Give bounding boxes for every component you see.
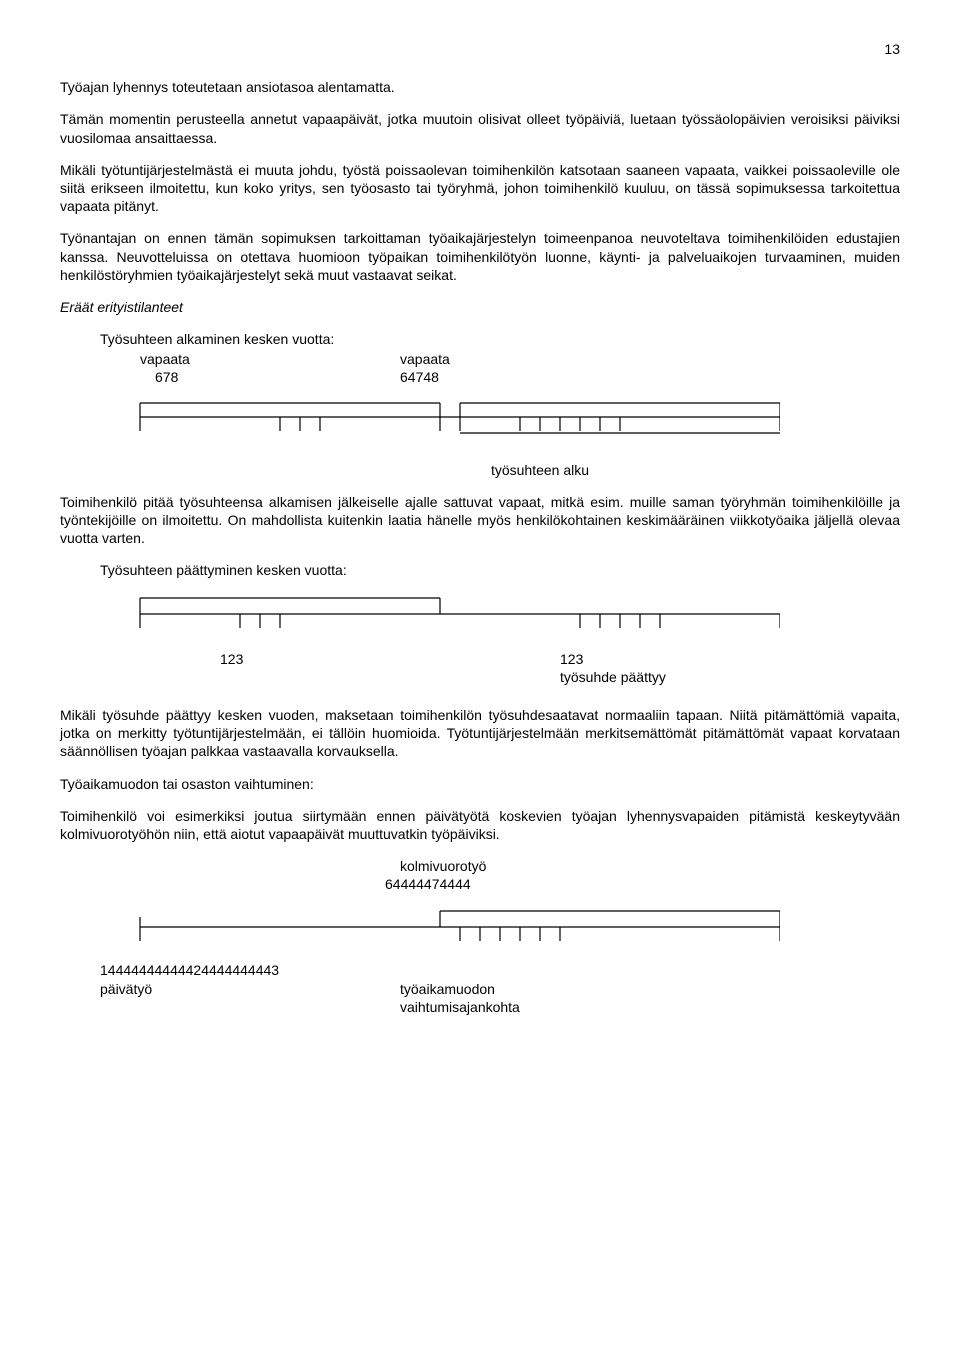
label: vapaata xyxy=(140,350,400,368)
diagram-caption: työsuhde päättyy xyxy=(140,668,900,686)
diagram-caption: vaihtumisajankohta xyxy=(100,998,900,1016)
sub-heading: Työaikamuodon tai osaston vaihtuminen: xyxy=(60,775,900,793)
diagram-numbers: 123 123 xyxy=(140,650,900,668)
sub-heading: Työsuhteen alkaminen kesken vuotta: xyxy=(100,330,900,348)
label: 678 xyxy=(140,368,400,386)
label: 123 xyxy=(560,650,583,668)
label: vaihtumisajankohta xyxy=(400,998,520,1016)
diagram-numbers: 64444474444 xyxy=(140,875,900,893)
label: 14444444444424444444443 xyxy=(100,961,400,979)
diagram-labels: kolmivuorotyö xyxy=(140,857,900,875)
label: työsuhde päättyy xyxy=(560,668,666,686)
paragraph: Mikäli työtuntijärjestelmästä ei muuta j… xyxy=(60,161,900,216)
diagram-numbers: 14444444444424444444443 xyxy=(100,961,900,979)
timeline-diagram-change xyxy=(100,903,900,953)
paragraph: Työajan lyhennys toteutetaan ansiotasoa … xyxy=(60,78,900,96)
paragraph: Toimihenkilö pitää työsuhteensa alkamise… xyxy=(60,493,900,548)
diagram-caption: työsuhteen alku xyxy=(60,461,900,479)
paragraph: Työnantajan on ennen tämän sopimuksen ta… xyxy=(60,229,900,284)
paragraph: Mikäli työsuhde päättyy kesken vuoden, m… xyxy=(60,706,900,761)
sub-heading: Työsuhteen päättyminen kesken vuotta: xyxy=(100,561,900,579)
timeline-diagram-end xyxy=(100,590,900,640)
label: työaikamuodon xyxy=(400,980,495,998)
label: kolmivuorotyö xyxy=(400,857,486,875)
page-number: 13 xyxy=(60,40,900,58)
diagram-numbers: 678 64748 xyxy=(140,368,900,386)
label: vapaata xyxy=(400,350,450,368)
diagram-caption: päivätyö työaikamuodon xyxy=(100,980,900,998)
diagram-labels: vapaata vapaata xyxy=(140,350,900,368)
paragraph: Tämän momentin perusteella annetut vapaa… xyxy=(60,110,900,146)
label: 123 xyxy=(140,650,560,668)
label: päivätyö xyxy=(100,980,400,998)
label: 64444474444 xyxy=(385,875,471,893)
paragraph: Toimihenkilö voi esimerkiksi joutua siir… xyxy=(60,807,900,843)
label: 64748 xyxy=(400,368,439,386)
timeline-diagram-start xyxy=(100,397,900,447)
section-heading: Eräät erityistilanteet xyxy=(60,298,900,316)
